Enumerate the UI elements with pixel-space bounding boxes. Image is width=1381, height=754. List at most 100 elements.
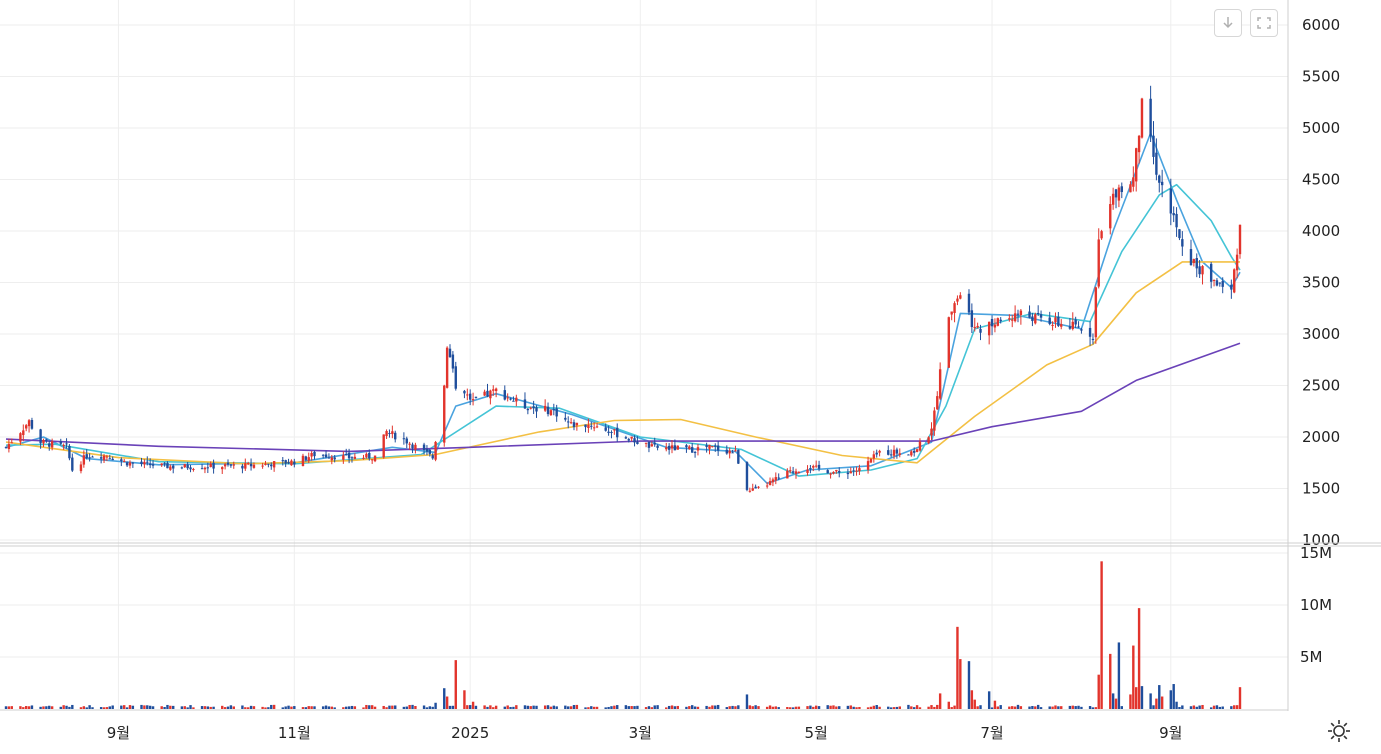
volume-bar (555, 706, 558, 709)
download-button[interactable] (1214, 9, 1242, 37)
candle-body (261, 465, 264, 467)
volume-bar (852, 706, 855, 709)
volume-bar (927, 706, 930, 709)
candle-body (765, 485, 769, 487)
candle-body (564, 417, 567, 420)
candle-body (526, 408, 530, 411)
volume-bar (347, 706, 351, 709)
candle-body (947, 317, 950, 368)
candle-body (1149, 98, 1152, 137)
candle-body (918, 441, 922, 451)
candle-body (428, 449, 432, 454)
volume-bar (186, 707, 189, 709)
volume-bar (690, 705, 694, 709)
candle-body (4, 447, 8, 449)
volume-bar (650, 707, 654, 709)
candle-body (757, 486, 760, 488)
candle-body (1028, 311, 1031, 318)
volume-bar (125, 707, 129, 709)
volume-bar (607, 706, 610, 709)
volume-bar (385, 707, 388, 709)
volume-bar (745, 694, 749, 709)
candle-body (688, 446, 691, 449)
candle-body (515, 397, 518, 402)
candle-body (913, 450, 916, 453)
volume-bar (1109, 653, 1112, 709)
candle-body (365, 453, 368, 458)
candle-body (10, 442, 13, 444)
volume-bar (1209, 707, 1213, 709)
volume-bar (567, 706, 570, 709)
candle-body (590, 425, 593, 427)
candle-body (1137, 135, 1141, 153)
candle-body (483, 391, 486, 396)
candle-body (65, 443, 68, 445)
volume-bar (1140, 686, 1144, 709)
candle-body (448, 348, 452, 358)
volume-bar (1034, 706, 1037, 709)
volume-bar (889, 707, 893, 709)
volume-bar (791, 707, 795, 709)
volume-bar (290, 706, 293, 709)
volume-bar (284, 706, 287, 709)
volume-bar (959, 659, 962, 709)
volume-bar (616, 705, 619, 709)
candle-body (835, 469, 838, 472)
settings-button[interactable] (1326, 718, 1352, 744)
candle-body (616, 427, 619, 438)
volume-bar (535, 705, 538, 709)
candle-body (88, 457, 91, 459)
volume-bar (489, 705, 492, 709)
candle-body (569, 422, 573, 424)
candle-body (915, 449, 919, 452)
candle-body (777, 477, 780, 479)
volume-bar (711, 705, 714, 709)
candle-body (226, 462, 230, 465)
volume-bar (546, 705, 550, 709)
candle-body (1034, 314, 1037, 324)
volume-bar (667, 705, 671, 709)
volume-bar (1135, 687, 1138, 709)
volume-bar (1080, 706, 1083, 709)
volume-bar (887, 706, 890, 709)
volume-bar (1111, 693, 1115, 709)
volume-bar (492, 707, 495, 709)
candle-body (468, 393, 472, 400)
volume-bar (1215, 705, 1219, 709)
volume-bar (1160, 696, 1164, 709)
candle-body (123, 460, 126, 462)
volume-bar (200, 706, 204, 709)
volume-bar (817, 706, 821, 709)
volume-bar (918, 707, 922, 709)
candle-body (838, 470, 841, 473)
candle-body (1031, 316, 1034, 322)
candle-body (1178, 229, 1181, 239)
candle-body (492, 389, 495, 391)
candle-body (1198, 266, 1201, 275)
candle-body (936, 396, 939, 410)
candle-body (229, 464, 233, 466)
volume-bar (1235, 705, 1239, 709)
candle-body (950, 311, 953, 315)
candle-body (644, 442, 648, 444)
time-tick-label: 5월 (805, 724, 828, 742)
candle-body (304, 456, 308, 460)
volume-bar (189, 705, 192, 709)
volume-bar (529, 706, 532, 709)
candle-body (489, 390, 492, 399)
candle-body (979, 328, 982, 333)
candle-body (1100, 231, 1103, 239)
candle-body (1080, 329, 1083, 331)
candle-body (290, 460, 293, 466)
volume-bar (996, 706, 1000, 709)
reset-zoom-button[interactable] (1250, 9, 1278, 37)
volume-bar (1008, 706, 1011, 709)
volume-bar (895, 706, 899, 709)
volume-bar (1181, 705, 1184, 709)
candle-body (826, 470, 829, 474)
volume-bar (82, 706, 86, 709)
candle-body (1218, 282, 1222, 284)
volume-bar (786, 707, 789, 709)
